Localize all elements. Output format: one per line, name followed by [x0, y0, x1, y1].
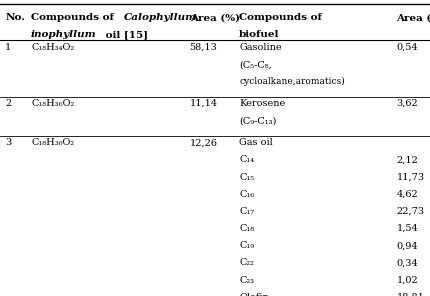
Text: C₁₄: C₁₄	[239, 155, 254, 164]
Text: 22,73: 22,73	[396, 207, 424, 216]
Text: biofuel: biofuel	[239, 30, 279, 39]
Text: No.: No.	[5, 13, 25, 22]
Text: Olefin: Olefin	[239, 293, 268, 296]
Text: 2,12: 2,12	[396, 155, 418, 164]
Text: C₁₅: C₁₅	[239, 173, 254, 181]
Text: C₁₇: C₁₇	[239, 207, 254, 216]
Text: 3: 3	[5, 138, 12, 147]
Text: 3,62: 3,62	[396, 99, 417, 108]
Text: 12,26: 12,26	[189, 138, 217, 147]
Text: 2: 2	[5, 99, 12, 108]
Text: C₁₉: C₁₉	[239, 241, 254, 250]
Text: C₁₆: C₁₆	[239, 190, 254, 199]
Text: Compounds of: Compounds of	[239, 13, 321, 22]
Text: 18,81: 18,81	[396, 293, 424, 296]
Text: 0,34: 0,34	[396, 258, 417, 267]
Text: C₁₈: C₁₈	[239, 224, 254, 233]
Text: Gasoline: Gasoline	[239, 43, 281, 52]
Text: 11,14: 11,14	[189, 99, 217, 108]
Text: Compounds of: Compounds of	[31, 13, 117, 22]
Text: C₁₈H₃₆O₂: C₁₈H₃₆O₂	[31, 99, 74, 108]
Text: C₂₃: C₂₃	[239, 276, 254, 284]
Text: (C₅-C₈,: (C₅-C₈,	[239, 60, 271, 69]
Text: Kerosene: Kerosene	[239, 99, 285, 108]
Text: 1,02: 1,02	[396, 276, 417, 284]
Text: C₁₈H₃₄O₂: C₁₈H₃₄O₂	[31, 43, 74, 52]
Text: 4,62: 4,62	[396, 190, 417, 199]
Text: Area (%): Area (%)	[189, 13, 239, 22]
Text: 0,94: 0,94	[396, 241, 417, 250]
Text: inophyllum: inophyllum	[31, 30, 96, 39]
Text: cycloalkane,aromatics): cycloalkane,aromatics)	[239, 77, 344, 86]
Text: C₂₂: C₂₂	[239, 258, 254, 267]
Text: 1,54: 1,54	[396, 224, 417, 233]
Text: Area (%): Area (%)	[396, 13, 430, 22]
Text: Calophyllum: Calophyllum	[123, 13, 197, 22]
Text: 58,13: 58,13	[189, 43, 217, 52]
Text: (C₉-C₁₃): (C₉-C₁₃)	[239, 116, 276, 125]
Text: Gas oil: Gas oil	[239, 138, 272, 147]
Text: oil [15]: oil [15]	[102, 30, 148, 39]
Text: 11,73: 11,73	[396, 173, 424, 181]
Text: 1: 1	[5, 43, 12, 52]
Text: 0,54: 0,54	[396, 43, 417, 52]
Text: C₁₈H₃₀O₂: C₁₈H₃₀O₂	[31, 138, 74, 147]
